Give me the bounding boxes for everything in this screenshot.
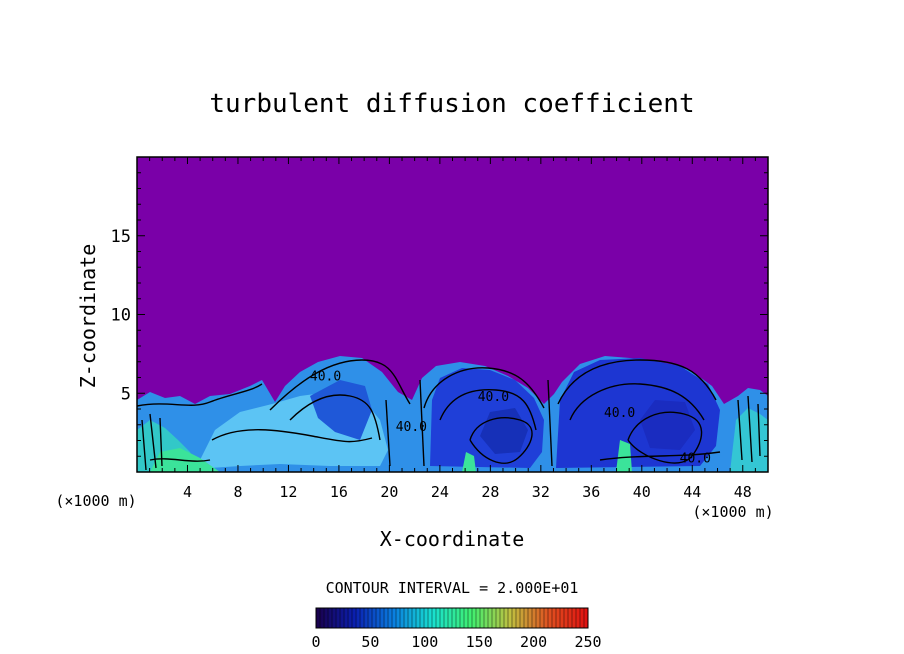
surface-green-patch [616,440,632,472]
colorbar-tick-label: 150 [466,633,493,651]
colorbar-stripes [319,608,585,628]
x-tick-label: 36 [582,483,600,501]
y-tick-label: 5 [121,384,131,404]
plot-area: 40.0 40.0 40.0 40.0 40.0 [137,157,768,472]
contour-label: 40.0 [680,452,711,467]
y-axis-label: Z-coordinate [76,244,100,389]
colorbar-tick-label: 200 [520,633,547,651]
contour-lines [137,359,761,471]
x-tick-label: 32 [532,483,550,501]
contour-label: 40.0 [604,406,635,421]
contour-label: 40.0 [396,420,427,435]
y-tick-label: 15 [111,227,131,247]
x-tick-label: 44 [683,483,701,501]
x-tick-label: 4 [183,483,192,501]
y-tick-label: 10 [111,306,131,326]
x-tick-label: 20 [380,483,398,501]
x-tick-label: 8 [233,483,242,501]
x-axis: 4 8 12 16 20 24 28 32 36 40 44 48 [149,157,756,501]
colorbar-ticks: 0 50 100 150 200 250 [311,633,601,651]
colorbar-tick-label: 250 [574,633,601,651]
contour-label: 40.0 [310,370,341,385]
contour-labels: 40.0 40.0 40.0 40.0 40.0 [310,370,711,467]
surface-green-patch [462,452,476,472]
eddy-right-core [640,400,695,450]
x-tick-label: 28 [481,483,499,501]
x-tick-label: 48 [734,483,752,501]
eddy-pocket [310,380,372,440]
colorbar-tick-label: 50 [361,633,379,651]
x-tick-label: 16 [330,483,348,501]
x-tick-label: 24 [431,483,449,501]
x-unit-left: (×1000 m) [55,492,136,510]
x-tick-label: 12 [279,483,297,501]
colorbar: 0 50 100 150 200 250 [311,607,602,651]
contour-interval-label: CONTOUR INTERVAL = 2.000E+01 [326,579,579,597]
contour-label: 40.0 [478,390,509,405]
x-tick-label: 40 [633,483,651,501]
x-unit-right: (×1000 m) [692,503,773,521]
colorbar-tick-label: 100 [411,633,438,651]
colorbar-tick-label: 0 [311,633,320,651]
chart-title: turbulent diffusion coefficient [209,89,694,119]
y-axis: 5 10 15 [111,172,768,457]
x-axis-label: X-coordinate [380,527,525,551]
